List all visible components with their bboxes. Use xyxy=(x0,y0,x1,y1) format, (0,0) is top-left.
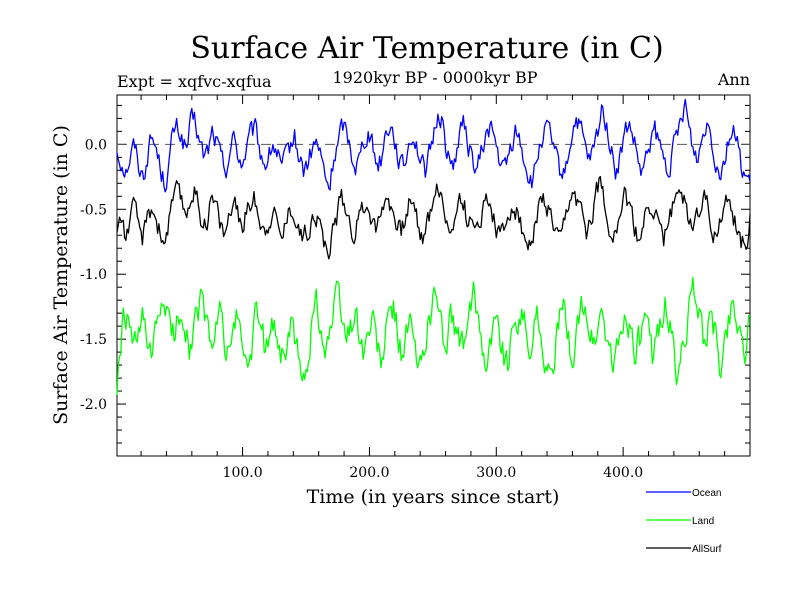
x-tick-label: 100.0 xyxy=(223,465,263,481)
x-tick-label: 400.0 xyxy=(603,465,643,481)
y-tick-label: 0.0 xyxy=(85,137,107,153)
y-axis-label: Surface Air Temperature (in C) xyxy=(50,125,72,425)
y-tick-label: -1.5 xyxy=(80,332,107,348)
y-axis: 0.0 -0.5 -1.0 -1.5 -2.0 xyxy=(80,137,107,413)
legend-label-land: Land xyxy=(692,516,714,527)
series-line-land xyxy=(116,276,751,396)
series-line-ocean xyxy=(116,98,751,193)
y-tick-label: -0.5 xyxy=(80,202,107,218)
plot-frame xyxy=(116,94,751,457)
minor-ticks xyxy=(117,95,750,456)
x-tick-label: 200.0 xyxy=(349,465,389,481)
y-tick-label: -1.0 xyxy=(80,267,107,283)
plot-area xyxy=(116,94,751,457)
season-label: Ann xyxy=(717,70,750,89)
series-group xyxy=(116,98,751,396)
series-line-allsurf xyxy=(116,175,751,260)
legend: Ocean Land AllSurf xyxy=(646,488,722,555)
x-axis: 100.0 200.0 300.0 400.0 xyxy=(223,465,644,481)
legend-label-allsurf: AllSurf xyxy=(692,544,722,555)
legend-label-ocean: Ocean xyxy=(692,488,721,499)
chart-title: Surface Air Temperature (in C) xyxy=(190,31,663,66)
y-tick-label: -2.0 xyxy=(80,397,107,413)
expt-label: Expt = xqfvc-xqfua xyxy=(117,72,272,91)
x-axis-label: Time (in years since start) xyxy=(307,486,560,508)
chart-subtitle: 1920kyr BP - 0000kyr BP xyxy=(333,68,538,87)
x-tick-label: 300.0 xyxy=(476,465,516,481)
